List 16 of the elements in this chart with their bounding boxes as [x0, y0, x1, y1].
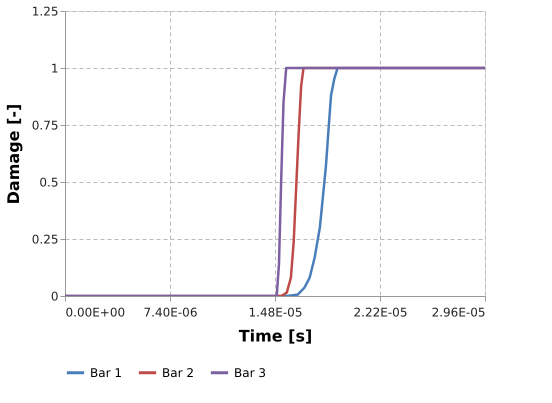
legend-label: Bar 1: [90, 366, 122, 380]
x-tick-label: 0.00E+00: [66, 306, 126, 320]
y-tick-label: 0.5: [39, 176, 58, 190]
x-tick-label: 2.22E-05: [354, 306, 408, 320]
legend-label: Bar 3: [234, 366, 266, 380]
y-tick-label: 0: [50, 290, 58, 304]
y-axis-title: Damage [-]: [4, 104, 23, 204]
legend-label: Bar 2: [162, 366, 194, 380]
y-tick-label: 0.75: [32, 118, 58, 132]
x-tick-label: 2.96E-05: [432, 306, 486, 320]
y-tick-label: 1: [50, 62, 58, 76]
x-tick-label: 1.48E-05: [248, 306, 302, 320]
y-tick-label: 0.25: [32, 232, 58, 246]
y-tick-label: 1.25: [32, 4, 58, 18]
x-tick-label: 7.40E-06: [144, 306, 198, 320]
x-axis-title: Time [s]: [238, 326, 312, 346]
